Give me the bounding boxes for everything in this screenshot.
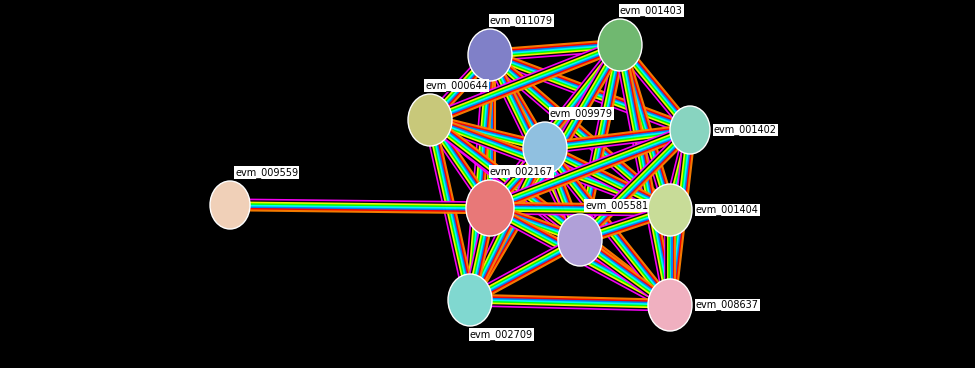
Text: evm_000644: evm_000644: [425, 80, 488, 91]
Text: evm_001402: evm_001402: [714, 124, 777, 135]
Ellipse shape: [448, 274, 492, 326]
Ellipse shape: [468, 29, 512, 81]
Ellipse shape: [523, 122, 567, 174]
Ellipse shape: [210, 181, 250, 229]
Ellipse shape: [648, 279, 692, 331]
Text: evm_002167: evm_002167: [490, 166, 553, 177]
Text: evm_011079: evm_011079: [490, 15, 553, 26]
Text: evm_005581: evm_005581: [585, 200, 648, 211]
Ellipse shape: [466, 180, 514, 236]
Ellipse shape: [558, 214, 602, 266]
Text: evm_008637: evm_008637: [696, 300, 759, 311]
Text: evm_001404: evm_001404: [696, 205, 759, 215]
Text: evm_002709: evm_002709: [470, 329, 533, 340]
Ellipse shape: [408, 94, 452, 146]
Text: evm_009979: evm_009979: [550, 108, 613, 119]
Ellipse shape: [648, 184, 692, 236]
Ellipse shape: [598, 19, 642, 71]
Ellipse shape: [670, 106, 710, 154]
Text: evm_001403: evm_001403: [620, 5, 682, 16]
Text: evm_009559: evm_009559: [235, 167, 298, 178]
